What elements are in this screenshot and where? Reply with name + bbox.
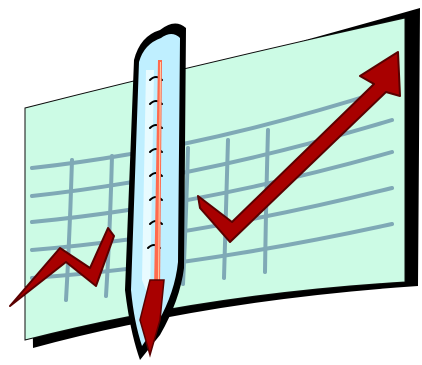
thermometer — [125, 23, 186, 361]
trend-arrow-right — [197, 51, 401, 243]
thermometer-mercury-light — [158, 62, 161, 286]
trend-arrow-left — [9, 227, 115, 307]
thermometer-bulb — [139, 279, 165, 358]
